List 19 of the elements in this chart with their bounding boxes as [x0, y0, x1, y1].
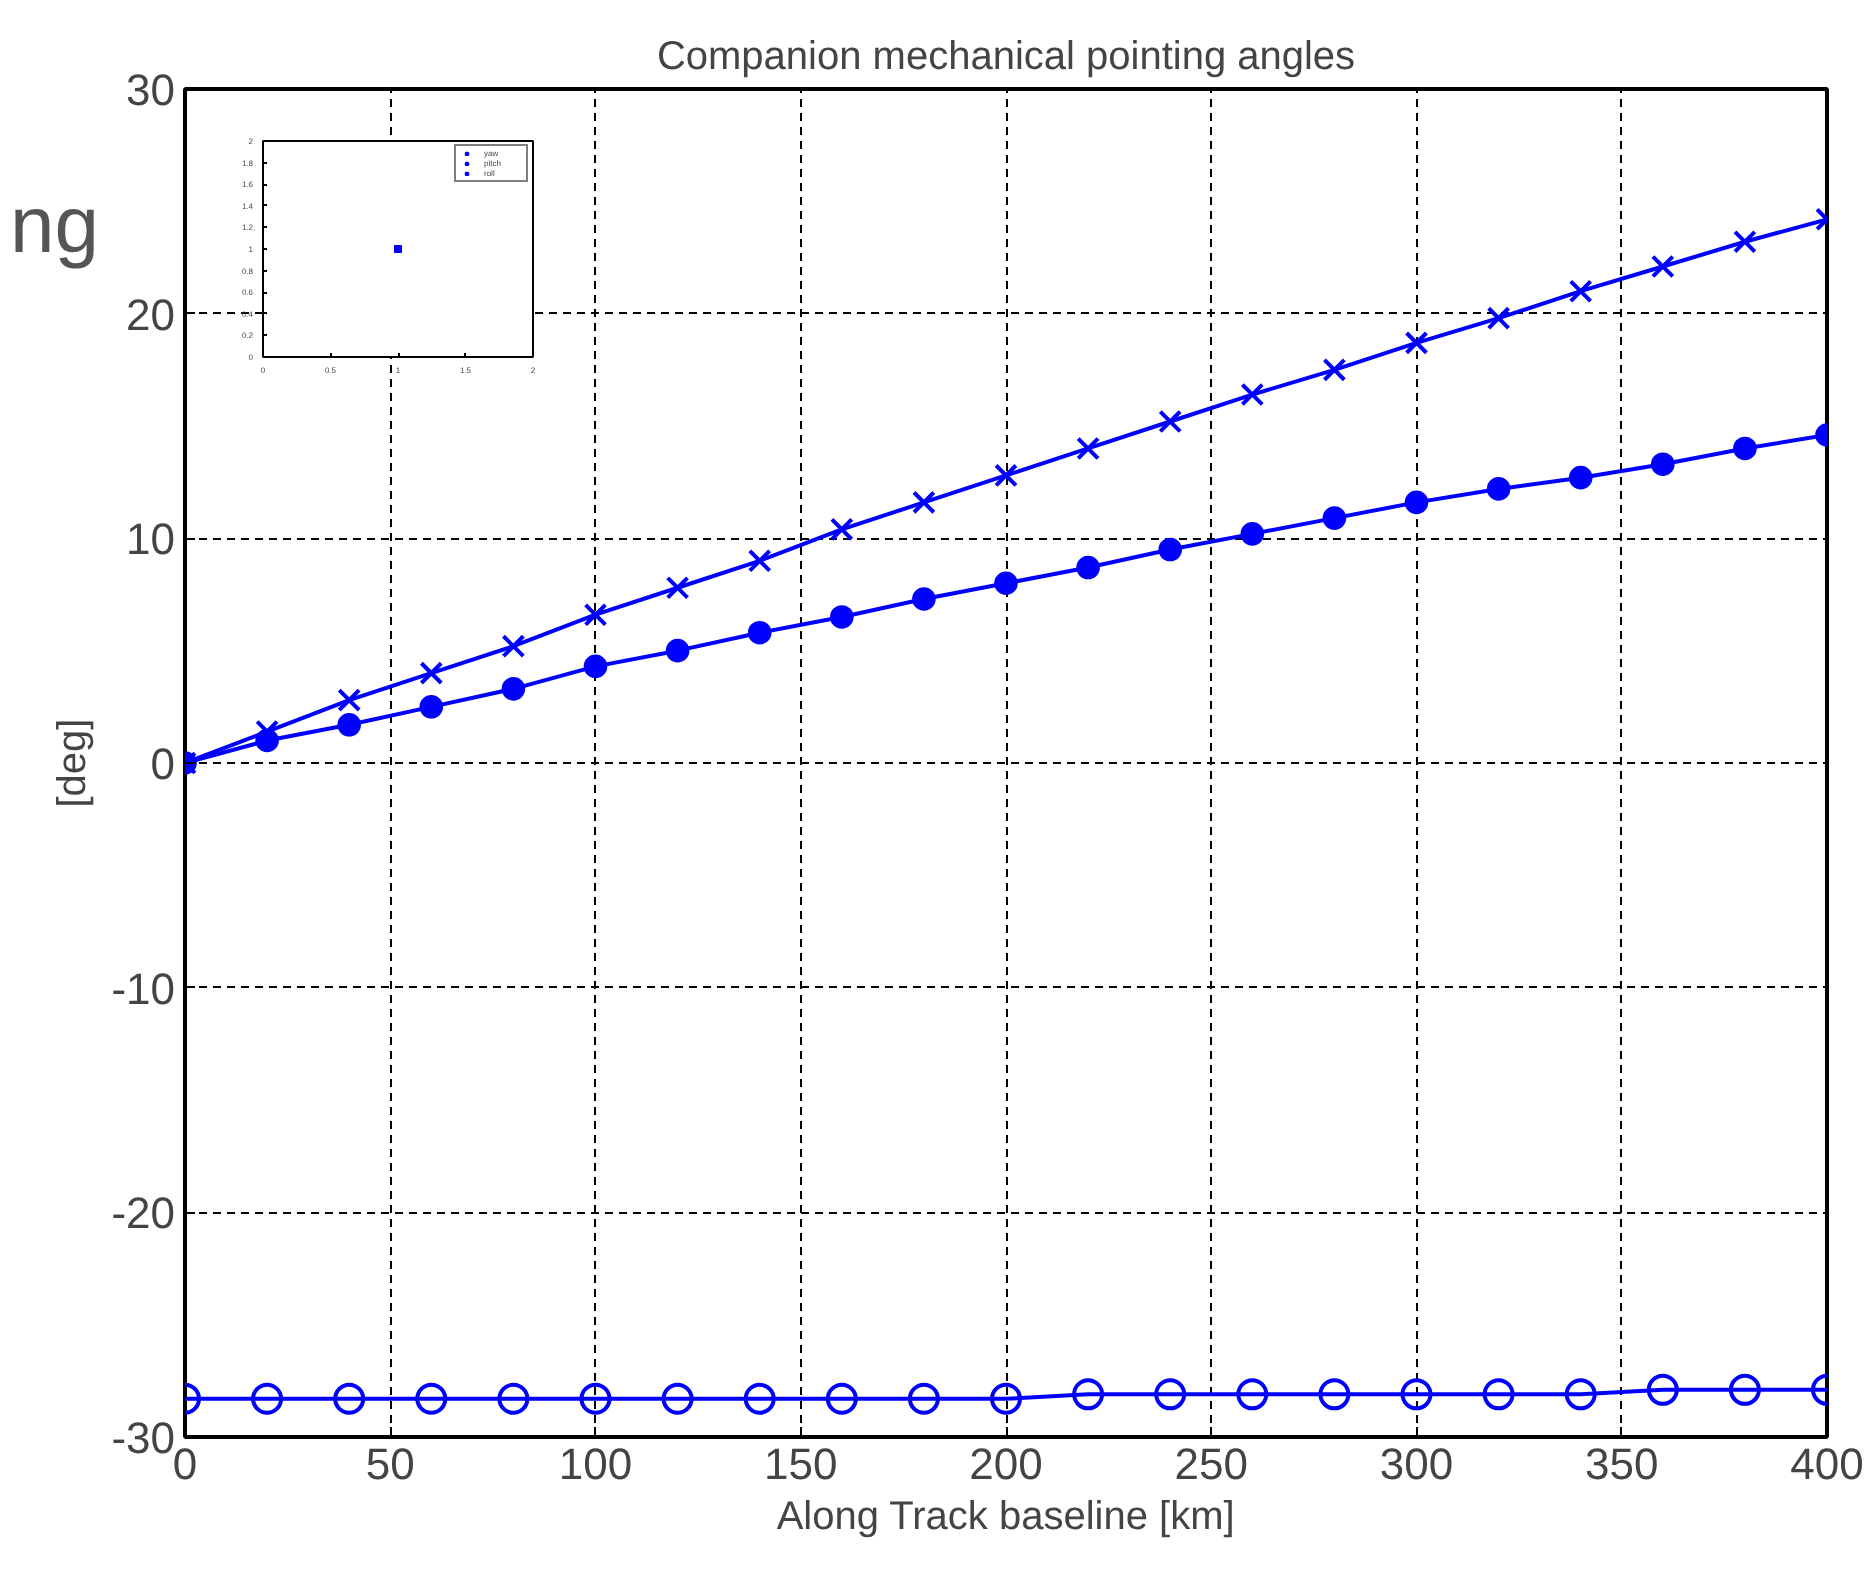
y-tick-label: 10: [126, 514, 176, 565]
y-tick-label: 20: [126, 289, 176, 340]
x-tick-label: 250: [1174, 1439, 1248, 1489]
x-tick-label: 150: [764, 1439, 838, 1489]
x-tick-label: 300: [1379, 1439, 1454, 1489]
x-tick-label: 100: [558, 1439, 633, 1489]
x-tick-label: 50: [365, 1439, 415, 1489]
chart-title: Companion mechanical pointing angles: [656, 35, 1356, 79]
y-tick-label: 30: [126, 65, 176, 115]
x-axis-title: Along Track baseline [km]: [776, 1495, 1235, 1539]
x-tick-label: 350: [1585, 1439, 1659, 1489]
y-axis-title: [deg]: [51, 718, 96, 808]
y-tick-label: 0: [150, 739, 176, 789]
y-tick-label: -30: [111, 1413, 175, 1463]
y-tick-label: -10: [111, 963, 175, 1014]
text: ng: [10, 182, 99, 270]
x-tick-label: 400: [1790, 1439, 1864, 1489]
x-tick-label: 200: [969, 1439, 1043, 1489]
y-tick-label: -20: [111, 1188, 175, 1239]
